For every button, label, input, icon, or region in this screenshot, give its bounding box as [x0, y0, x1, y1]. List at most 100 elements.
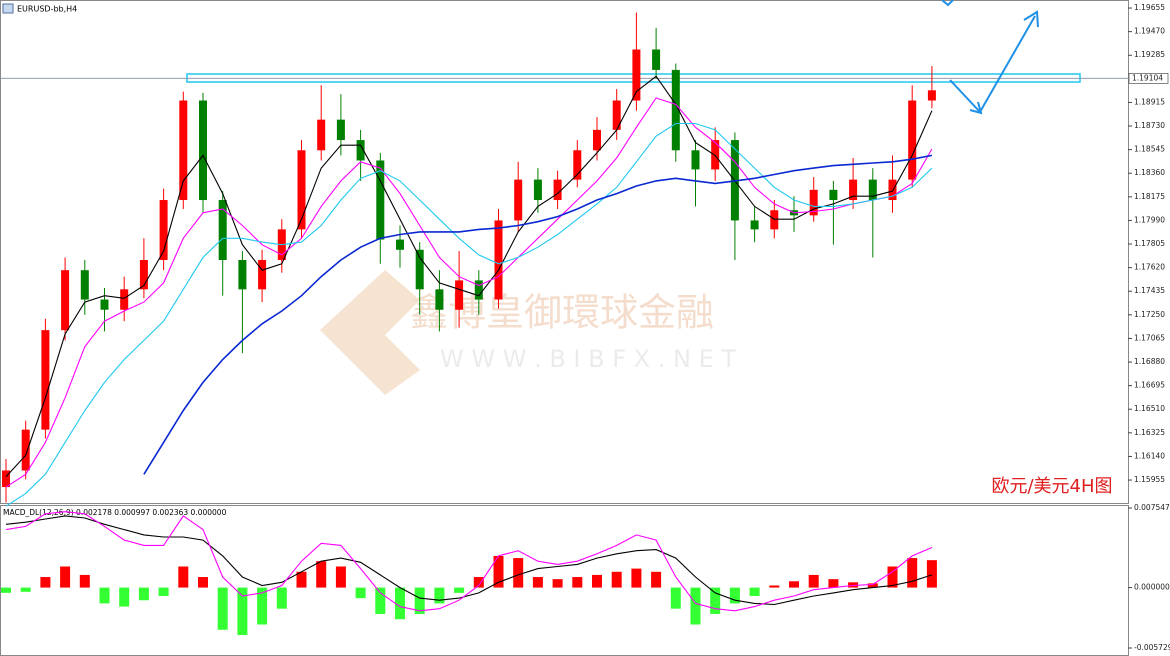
y-tick-label: 1.16695: [1134, 381, 1165, 390]
y-tick-label: 1.17805: [1134, 239, 1165, 248]
histogram-bar: [119, 587, 130, 607]
histogram-bar: [670, 587, 681, 609]
histogram-bar: [198, 577, 208, 588]
y-tick-label: 0.007547: [1134, 503, 1170, 512]
candle-body: [671, 69, 680, 151]
histogram-bar: [710, 587, 721, 614]
histogram-bar: [513, 558, 524, 588]
y-tick-label: 1.17250: [1134, 310, 1165, 319]
candle-body: [120, 289, 129, 310]
y-tick-label: 1.19655: [1134, 3, 1165, 12]
histogram-bar: [355, 587, 366, 599]
candle-body: [297, 150, 306, 230]
histogram-bar: [631, 568, 642, 588]
histogram-bar: [335, 566, 346, 588]
indicator-line: [5, 97, 933, 488]
histogram-bar: [651, 571, 662, 588]
y-tick-label: 1.18175: [1134, 192, 1165, 201]
y-tick-label: -0.005729: [1134, 643, 1170, 652]
candle-body: [829, 189, 838, 201]
histogram-bar: [316, 561, 327, 588]
indicator-line: [5, 515, 933, 606]
histogram-bar: [138, 587, 149, 601]
candle-body: [376, 160, 385, 240]
y-tick-label: 1.16140: [1134, 451, 1165, 460]
histogram-bar: [237, 587, 248, 636]
candle-body: [632, 49, 641, 101]
watermark-logo: [320, 270, 420, 395]
candle-body: [573, 150, 582, 180]
candle-body: [41, 330, 50, 430]
histogram-bar: [60, 566, 71, 588]
current-price-box: [1128, 73, 1169, 84]
y-tick-label: 1.17620: [1134, 263, 1165, 272]
candle-body: [2, 470, 10, 488]
histogram-bar: [434, 587, 445, 604]
candle-body: [750, 220, 759, 230]
histogram-bar: [552, 579, 563, 588]
histogram-bar: [493, 555, 504, 588]
candle-body: [139, 259, 148, 290]
arrow-head: [1023, 10, 1039, 28]
candle-body: [159, 200, 168, 260]
arrow-head: [941, 0, 954, 7]
candle-body: [927, 90, 936, 101]
histogram-bar: [867, 583, 878, 588]
y-tick-label: 1.16325: [1134, 428, 1165, 437]
histogram-bar: [611, 571, 622, 588]
y-tick-label: 1.17435: [1134, 286, 1165, 295]
histogram-bar: [257, 587, 268, 625]
histogram-bar: [532, 577, 543, 588]
candle-body: [317, 119, 326, 151]
y-tick-label: 1.18915: [1134, 97, 1165, 106]
candle-body: [356, 140, 365, 161]
watermark-url: W W W . B I B F X . N E T: [440, 345, 736, 373]
candle-body: [179, 100, 188, 201]
histogram-bar: [729, 587, 740, 604]
indicator-line: [143, 154, 933, 475]
histogram-bar: [40, 577, 51, 588]
candle-body: [652, 49, 661, 70]
y-tick-label: 0.000000: [1134, 583, 1170, 592]
histogram-bar: [473, 577, 484, 588]
candle-body: [888, 179, 897, 201]
histogram-bar: [828, 579, 839, 588]
macd-pane: [0, 505, 1129, 656]
annotation: 欧元/美元4H图: [991, 476, 1112, 497]
histogram-bar: [769, 585, 780, 588]
candle-body: [80, 270, 89, 300]
indicator-line: [5, 75, 933, 478]
candle-body: [908, 100, 917, 180]
candle-body: [494, 220, 503, 300]
candle-body: [612, 100, 621, 130]
candle-body: [455, 280, 464, 310]
candle-body: [770, 210, 779, 230]
histogram-bar: [1, 587, 11, 593]
current-price-label: 1.19104: [1132, 73, 1163, 82]
candle-body: [435, 289, 444, 310]
histogram-bar: [907, 558, 918, 588]
y-tick-label: 1.18545: [1134, 145, 1165, 154]
histogram-bar: [690, 587, 701, 625]
candle-body: [593, 129, 601, 151]
symbol-icon: [2, 3, 14, 14]
y-tick-label: 1.17990: [1134, 215, 1165, 224]
histogram-bar: [789, 581, 799, 588]
y-tick-label: 1.16880: [1134, 357, 1165, 366]
histogram-bar: [178, 566, 189, 588]
histogram-bar: [79, 574, 90, 588]
histogram-bar: [158, 587, 169, 597]
candle-body: [711, 140, 720, 170]
histogram-bar: [375, 587, 386, 614]
projection-arrows: [941, 0, 1039, 115]
histogram-bar: [20, 587, 31, 592]
histogram-bar: [395, 587, 405, 620]
histogram-bar: [414, 587, 425, 614]
candle-body: [533, 179, 542, 201]
candle-body: [336, 119, 345, 141]
candle-body: [849, 179, 858, 201]
y-tick-label: 1.16510: [1134, 404, 1165, 413]
y-tick-label: 1.17065: [1134, 333, 1165, 342]
candle-body: [199, 100, 207, 201]
y-tick-label: 1.18360: [1134, 168, 1165, 177]
